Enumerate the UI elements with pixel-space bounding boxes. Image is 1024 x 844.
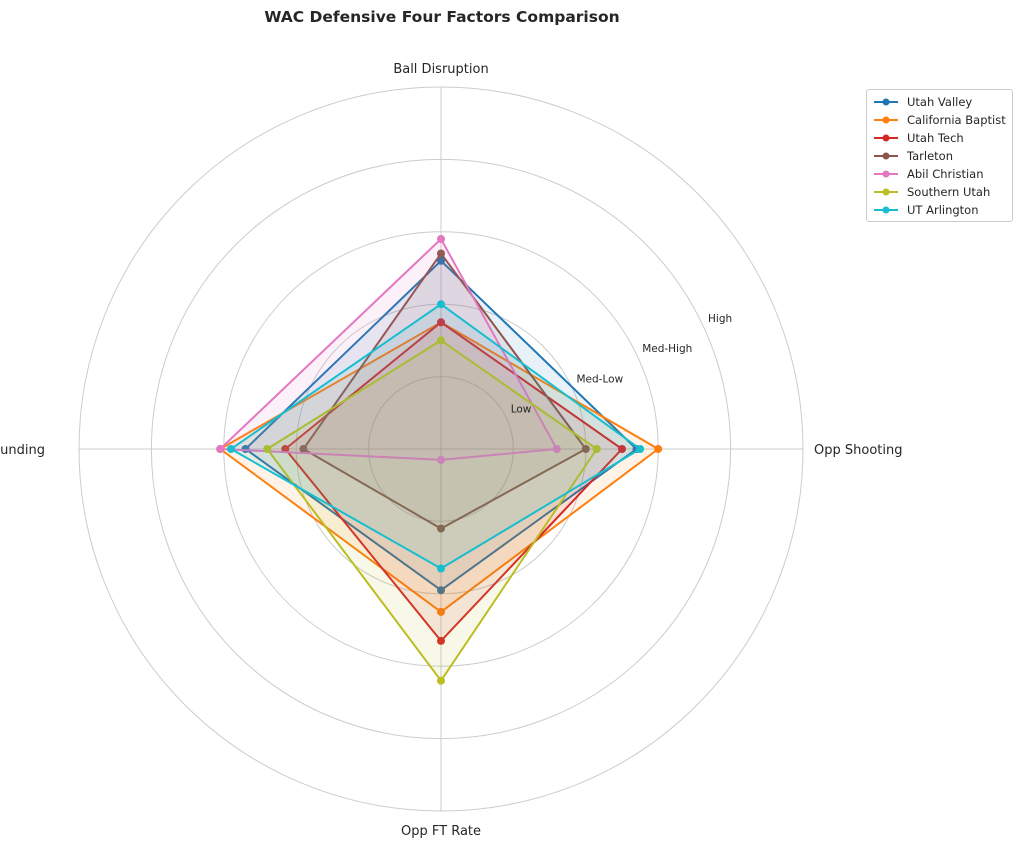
series-7-point-1: [437, 300, 445, 309]
radar-labels: Low Med-Low Med-High High Ball Disruption Opp…: [0, 62, 902, 839]
legend-item-7: UT Arlington: [867, 201, 1012, 219]
series-area-7: [230, 303, 642, 570]
series-1-point-3: [437, 586, 445, 595]
legend-swatch-3: [874, 134, 898, 142]
radial-tick-label-2: Med-Low: [577, 373, 624, 385]
legend-label-5: Abil Christian: [907, 167, 984, 181]
series-4-point-3: [437, 524, 445, 533]
legend-swatch-6: [874, 188, 898, 196]
legend-label-7: UT Arlington: [907, 203, 979, 217]
series-5-point-2: [552, 445, 561, 453]
series-3-point-4: [281, 445, 290, 453]
series-5-point-4: [216, 445, 225, 453]
axis-label-1: Ball Disruption: [393, 62, 488, 77]
legend-swatch-2: [874, 116, 898, 124]
series-7-point-4: [227, 445, 235, 453]
series-2-point-2: [654, 445, 663, 453]
legend-item-4: Tarleton: [867, 147, 1012, 165]
series-6-point-2: [592, 445, 601, 453]
series-7-point-2: [636, 445, 645, 453]
chart-title: WAC Defensive Four Factors Comparison: [264, 8, 619, 26]
series-6-point-4: [263, 445, 272, 453]
legend-swatch-5: [874, 170, 898, 178]
radial-tick-label-4: High: [708, 313, 732, 325]
series-5-point-3: [437, 455, 445, 464]
series-7-point-3: [437, 564, 445, 573]
legend-item-2: California Baptist: [867, 111, 1012, 129]
radial-tick-label-3: Med-High: [642, 343, 692, 355]
legend-item-3: Utah Tech: [867, 129, 1012, 147]
legend-label-2: California Baptist: [907, 113, 1006, 127]
legend-label-1: Utah Valley: [907, 95, 973, 109]
series-1-point-1: [437, 256, 445, 265]
legend-label-3: Utah Tech: [907, 131, 964, 145]
legend-label-6: Southern Utah: [907, 185, 991, 199]
series-6-point-1: [437, 336, 445, 345]
legend-item-1: Utah Valley: [867, 93, 1012, 111]
legend-item-6: Southern Utah: [867, 183, 1012, 201]
legend-swatch-7: [874, 206, 898, 214]
series-3-point-3: [437, 636, 445, 645]
legend-swatch-1: [874, 98, 898, 106]
series-6-point-3: [437, 676, 445, 685]
axis-label-3: Opp FT Rate: [401, 824, 481, 839]
axis-label-4: Def Rebounding: [0, 443, 45, 458]
chart-legend: Utah Valley California Baptist Utah Tech Ta…: [866, 89, 1013, 222]
series-3-point-2: [618, 445, 626, 453]
radial-tick-label-1: Low: [511, 404, 532, 416]
series-3-point-1: [437, 318, 445, 327]
radar-series: [216, 235, 663, 685]
axis-label-2: Opp Shooting: [814, 443, 902, 458]
legend-item-5: Abil Christian: [867, 165, 1012, 183]
series-2-point-3: [437, 607, 445, 616]
series-4-point-1: [437, 249, 445, 258]
series-4-point-4: [299, 445, 308, 453]
series-4-point-2: [581, 445, 590, 453]
legend-label-4: Tarleton: [907, 149, 953, 163]
series-5-point-1: [437, 235, 445, 243]
legend-swatch-4: [874, 152, 898, 160]
